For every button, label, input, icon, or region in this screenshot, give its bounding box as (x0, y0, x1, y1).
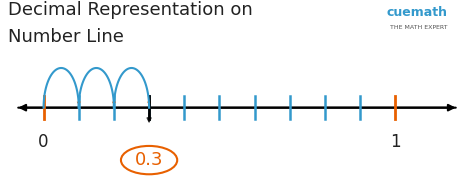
Text: Decimal Representation on: Decimal Representation on (9, 1, 253, 19)
Text: 0.3: 0.3 (135, 151, 164, 169)
Text: 0: 0 (38, 133, 49, 151)
Text: cuemath: cuemath (387, 6, 448, 19)
Text: 1: 1 (390, 133, 401, 151)
Text: THE MATH EXPERT: THE MATH EXPERT (391, 25, 448, 30)
Text: Number Line: Number Line (9, 28, 124, 46)
